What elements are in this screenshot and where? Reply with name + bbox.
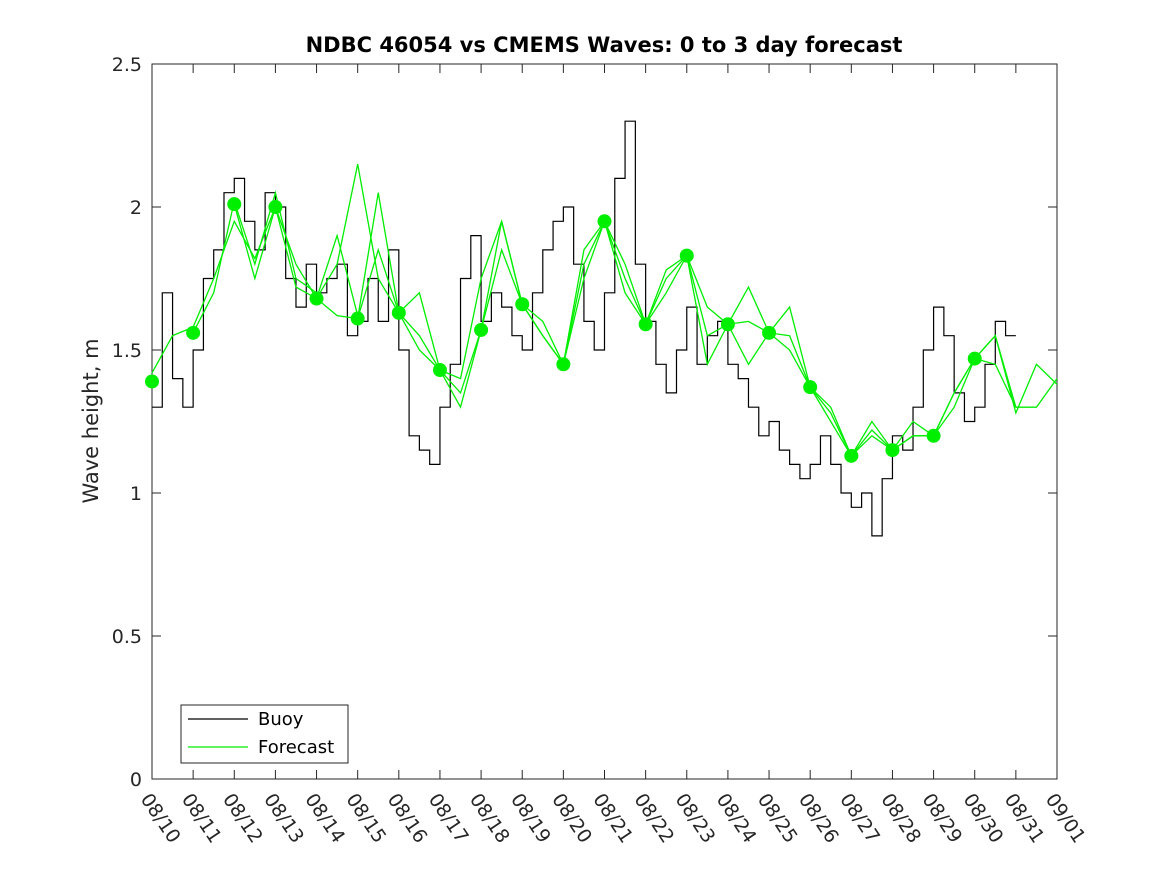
forecast-marker [145,374,159,389]
y-tick-label: 0 [130,769,142,791]
forecast-line [151,206,277,374]
forecast-line [933,334,1058,437]
legend-box [180,704,349,764]
forecast-marker [474,322,489,337]
forecast-line [233,203,359,316]
forecast-marker [515,297,530,312]
forecast-marker [762,325,777,340]
forecast-series [151,163,1058,457]
forecast-line [274,163,400,314]
legend-forecast-label: Forecast [258,737,334,758]
y-tick-label: 1.5 [112,340,142,362]
forecast-markers [145,197,982,463]
forecast-line [562,219,688,365]
forecast-marker [597,214,612,229]
forecast-marker [309,291,324,306]
chart-title: NDBC 46054 vs CMEMS Waves: 0 to 3 day fo… [306,33,903,57]
forecast-line [603,221,729,327]
axis-ticks [151,63,1058,780]
forecast-line [727,305,852,457]
y-tick-label: 2.5 [112,54,142,76]
forecast-line [192,190,317,334]
forecast-marker [720,317,735,332]
forecast-marker [432,363,447,378]
forecast-marker [227,197,242,212]
forecast-line [809,386,934,457]
forecast-line [974,357,1058,408]
plot-area [151,63,1058,780]
forecast-marker [926,428,941,443]
forecast-marker [679,248,694,263]
forecast-line [480,221,606,367]
forecast-marker [556,357,571,372]
forecast-marker [967,351,982,366]
legend-buoy-label: Buoy [258,709,304,730]
forecast-marker [350,311,365,326]
forecast-marker [803,380,818,395]
forecast-line [316,192,441,371]
forecast-line [686,255,811,388]
forecast-line [768,332,893,457]
y-tick-label: 0.5 [112,626,142,648]
y-tick-label: 1 [130,483,142,505]
forecast-line [645,253,770,366]
y-axis-label: Wave height, m [79,338,103,503]
forecast-marker [638,317,653,332]
legend: Buoy Forecast [180,704,349,764]
y-tick-label: 2 [130,197,142,219]
forecast-marker [844,448,859,463]
forecast-marker [268,200,283,214]
y-tick-labels: 0 0.5 1 1.5 2 2.5 [112,54,142,791]
buoy-series [152,120,1016,537]
forecast-line [357,247,482,409]
forecast-marker [391,305,406,320]
forecast-marker [885,443,900,458]
forecast-line [521,219,647,366]
buoy-line [152,120,1016,537]
forecast-marker [186,325,201,340]
